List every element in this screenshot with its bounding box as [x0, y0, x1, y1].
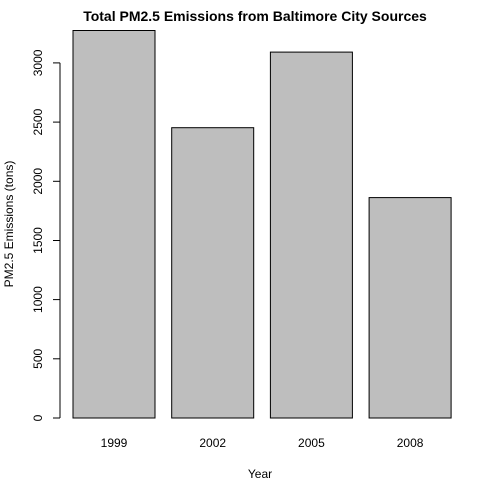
- x-tick-label-2002: 2002: [199, 436, 226, 450]
- y-tick-label-2000: 2000: [31, 168, 45, 195]
- bar-2005: [269, 51, 353, 419]
- bar-1999: [72, 30, 156, 419]
- bar-2008: [368, 197, 452, 419]
- y-tick-label-2500: 2500: [31, 108, 45, 135]
- chart-title: Total PM2.5 Emissions from Baltimore Cit…: [83, 8, 427, 24]
- x-tick-label-2008: 2008: [397, 436, 424, 450]
- y-tick-label-500: 500: [31, 348, 45, 368]
- x-tick-labels: 1999 2002 2005 2008: [101, 436, 424, 450]
- bar-2002: [171, 127, 255, 419]
- x-tick-label-2005: 2005: [298, 436, 325, 450]
- x-tick-label-1999: 1999: [101, 436, 128, 450]
- y-tick-label-1000: 1000: [31, 286, 45, 313]
- x-axis-label: Year: [248, 467, 272, 480]
- y-axis-label: PM2.5 Emissions (tons): [2, 161, 16, 288]
- y-tick-label-3000: 3000: [31, 49, 45, 76]
- bars-group: [72, 30, 452, 419]
- y-axis: 0 500 1000 1500 2000 2500 3000: [31, 49, 61, 421]
- y-tick-label-0: 0: [31, 414, 45, 421]
- y-tick-label-1500: 1500: [31, 227, 45, 254]
